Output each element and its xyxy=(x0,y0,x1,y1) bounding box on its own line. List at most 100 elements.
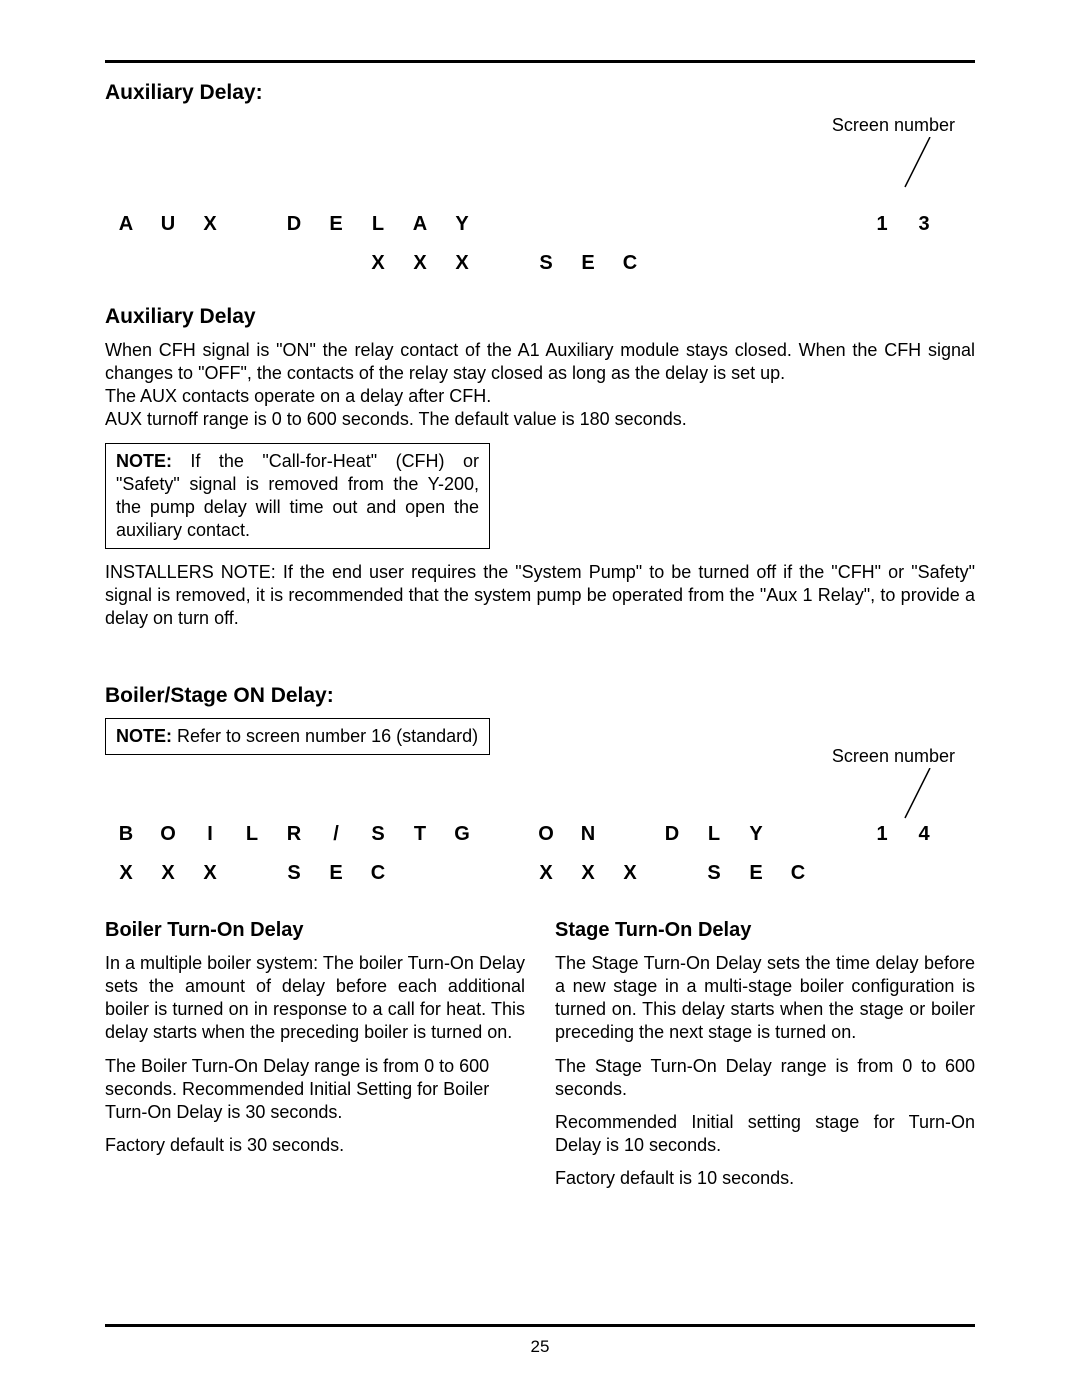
pointer-line-2 xyxy=(895,768,945,823)
boiler-lcd-row1: BOILR/STGONDLY14 xyxy=(105,823,975,846)
lcd-cell: A xyxy=(105,213,147,236)
boiler-right-p1: The Stage Turn-On Delay sets the time de… xyxy=(555,952,975,1044)
lcd-cell xyxy=(189,252,231,275)
boiler-turn-on-heading: Boiler Turn-On Delay xyxy=(105,919,525,942)
lcd-cell xyxy=(525,213,567,236)
lcd-cell: 3 xyxy=(903,213,945,236)
lcd-cell xyxy=(903,862,945,885)
page-number: 25 xyxy=(0,1337,1080,1357)
aux-delay-heading: Auxiliary Delay xyxy=(105,305,975,329)
lcd-cell xyxy=(441,862,483,885)
lcd-cell: Y xyxy=(735,823,777,846)
lcd-cell: X xyxy=(357,252,399,275)
lcd-cell: L xyxy=(357,213,399,236)
screen-number-label-1: Screen number xyxy=(832,115,955,136)
lcd-cell: T xyxy=(399,823,441,846)
lcd-cell: S xyxy=(693,862,735,885)
lcd-cell: S xyxy=(273,862,315,885)
lcd-cell xyxy=(231,862,273,885)
lcd-cell: X xyxy=(189,213,231,236)
bottom-rule xyxy=(105,1324,975,1327)
lcd-cell: I xyxy=(189,823,231,846)
lcd-cell xyxy=(651,213,693,236)
lcd-cell: C xyxy=(357,862,399,885)
lcd-cell: X xyxy=(525,862,567,885)
boiler-note-text: Refer to screen number 16 (standard) xyxy=(172,726,478,746)
lcd-cell: E xyxy=(567,252,609,275)
boiler-right-p3: Recommended Initial setting stage for Tu… xyxy=(555,1111,975,1157)
lcd-cell xyxy=(105,252,147,275)
lcd-cell xyxy=(231,252,273,275)
aux-para3: AUX turnoff range is 0 to 600 seconds. T… xyxy=(105,408,975,431)
aux-screen-label-block: Screen number xyxy=(105,115,975,205)
lcd-cell xyxy=(231,213,273,236)
lcd-cell xyxy=(609,823,651,846)
top-rule xyxy=(105,60,975,63)
lcd-cell: L xyxy=(231,823,273,846)
lcd-cell: X xyxy=(189,862,231,885)
lcd-cell: D xyxy=(651,823,693,846)
lcd-cell: S xyxy=(357,823,399,846)
lcd-cell xyxy=(861,862,903,885)
boiler-right-p2: The Stage Turn-On Delay range is from 0 … xyxy=(555,1055,975,1101)
aux-installers-note: INSTALLERS NOTE: If the end user require… xyxy=(105,561,975,630)
lcd-cell xyxy=(777,823,819,846)
lcd-cell: N xyxy=(567,823,609,846)
lcd-cell xyxy=(819,213,861,236)
lcd-cell: X xyxy=(399,252,441,275)
stage-turn-on-heading: Stage Turn-On Delay xyxy=(555,919,975,942)
lcd-cell: 1 xyxy=(861,823,903,846)
lcd-cell: O xyxy=(147,823,189,846)
lcd-cell xyxy=(819,252,861,275)
lcd-cell xyxy=(735,252,777,275)
lcd-cell xyxy=(777,213,819,236)
boiler-left-p3: Factory default is 30 seconds. xyxy=(105,1134,525,1157)
lcd-cell xyxy=(399,862,441,885)
lcd-cell: S xyxy=(525,252,567,275)
lcd-cell xyxy=(651,862,693,885)
lcd-cell xyxy=(651,252,693,275)
lcd-cell: 1 xyxy=(861,213,903,236)
page: Auxiliary Delay: Screen number AUXDELAY1… xyxy=(0,0,1080,1397)
boiler-note-and-label: NOTE: Refer to screen number 16 (standar… xyxy=(105,718,975,755)
lcd-cell xyxy=(693,213,735,236)
lcd-cell: C xyxy=(609,252,651,275)
screen-number-label-2: Screen number xyxy=(832,746,955,767)
lcd-cell xyxy=(147,252,189,275)
boiler-heading-colon: Boiler/Stage ON Delay: xyxy=(105,684,975,708)
lcd-cell xyxy=(315,252,357,275)
lcd-cell xyxy=(609,213,651,236)
lcd-cell: A xyxy=(399,213,441,236)
lcd-cell xyxy=(483,862,525,885)
lcd-cell: R xyxy=(273,823,315,846)
lcd-cell xyxy=(693,252,735,275)
lcd-cell xyxy=(567,213,609,236)
lcd-cell xyxy=(903,252,945,275)
aux-lcd-row2: XXXSEC xyxy=(105,252,975,275)
lcd-cell: D xyxy=(273,213,315,236)
aux-note-label: NOTE: xyxy=(116,451,172,471)
aux-lcd-row1: AUXDELAY13 xyxy=(105,213,975,236)
boiler-lcd-row2: XXXSECXXXSEC xyxy=(105,862,975,885)
lcd-cell: B xyxy=(105,823,147,846)
lcd-cell xyxy=(273,252,315,275)
boiler-note-label: NOTE: xyxy=(116,726,172,746)
lcd-cell: X xyxy=(567,862,609,885)
lcd-cell: G xyxy=(441,823,483,846)
lcd-cell: O xyxy=(525,823,567,846)
lcd-cell xyxy=(819,823,861,846)
lcd-cell xyxy=(861,252,903,275)
lcd-cell: X xyxy=(147,862,189,885)
lcd-cell xyxy=(483,823,525,846)
boiler-left-p2: The Boiler Turn-On Delay range is from 0… xyxy=(105,1055,525,1124)
lcd-cell: X xyxy=(441,252,483,275)
lcd-cell: E xyxy=(315,213,357,236)
aux-para2: The AUX contacts operate on a delay afte… xyxy=(105,385,975,408)
boiler-left-p1: In a multiple boiler system: The boiler … xyxy=(105,952,525,1044)
lcd-cell xyxy=(483,252,525,275)
lcd-cell: X xyxy=(609,862,651,885)
lcd-cell: Y xyxy=(441,213,483,236)
right-column: Stage Turn-On Delay The Stage Turn-On De… xyxy=(555,905,975,1199)
boiler-right-p4: Factory default is 10 seconds. xyxy=(555,1167,975,1190)
left-column: Boiler Turn-On Delay In a multiple boile… xyxy=(105,905,525,1199)
